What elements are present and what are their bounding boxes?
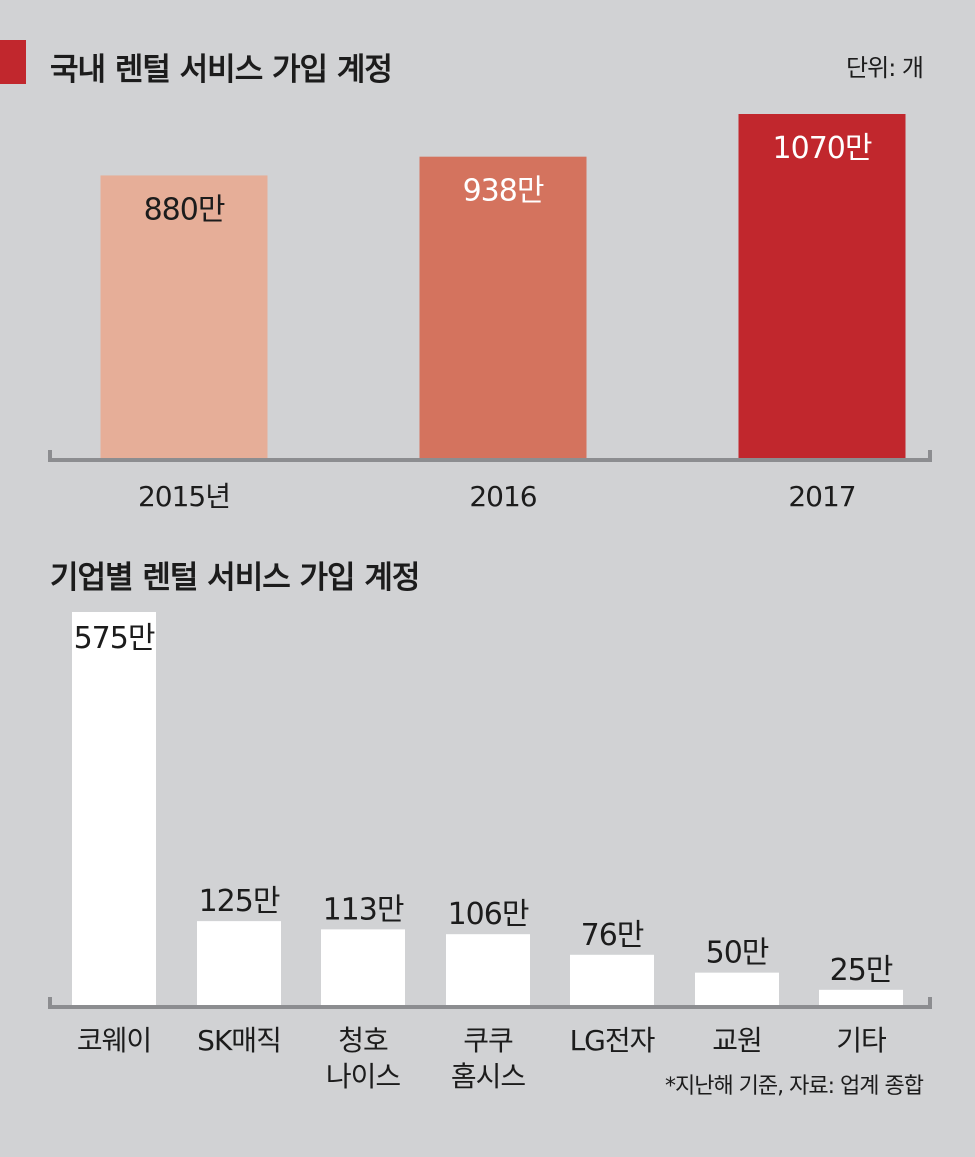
company-label: 교원 [712,1024,762,1057]
company-bar [72,612,156,1007]
company-bar [695,972,779,1007]
value-label: 25만 [830,953,893,988]
category-label: 2016 [469,480,536,513]
value-label: 880만 [144,192,225,227]
company-label: LG전자 [570,1024,655,1057]
bar-2016 [419,156,587,460]
bar-2015년 [100,175,268,460]
value-label: 938만 [463,174,544,209]
value-label: 50만 [706,936,769,971]
value-label: 125만 [199,884,280,919]
company-bar [819,989,903,1007]
company-label: 코웨이 [77,1024,151,1057]
category-label: 2017 [788,480,855,513]
category-label: 2015년 [138,480,230,513]
source-note: *지난해 기준, 자료: 업계 종합 [664,1074,924,1099]
top-chart-title: 국내 렌털 서비스 가입 계정 [50,52,393,88]
company-label: SK매직 [197,1024,281,1057]
company-label: 청호 [338,1024,388,1057]
company-label: 홈시스 [451,1060,526,1093]
company-bar [570,954,654,1007]
company-bar [197,921,281,1007]
value-label: 106만 [448,897,529,932]
bottom-chart-title: 기업별 렌털 서비스 가입 계정 [50,560,420,596]
unit-note: 단위: 개 [846,54,924,82]
value-label: 76만 [581,918,644,953]
company-label: 나이스 [326,1060,401,1093]
value-label: 113만 [323,892,404,927]
value-label: 1070만 [773,131,872,166]
company-bar [321,929,405,1007]
company-label: 쿠쿠 [463,1024,513,1057]
company-label: 기타 [836,1024,886,1057]
company-bar [446,934,530,1007]
accent-bar [0,40,26,84]
value-label: 575만 [74,621,155,656]
bar-2017 [738,114,906,460]
